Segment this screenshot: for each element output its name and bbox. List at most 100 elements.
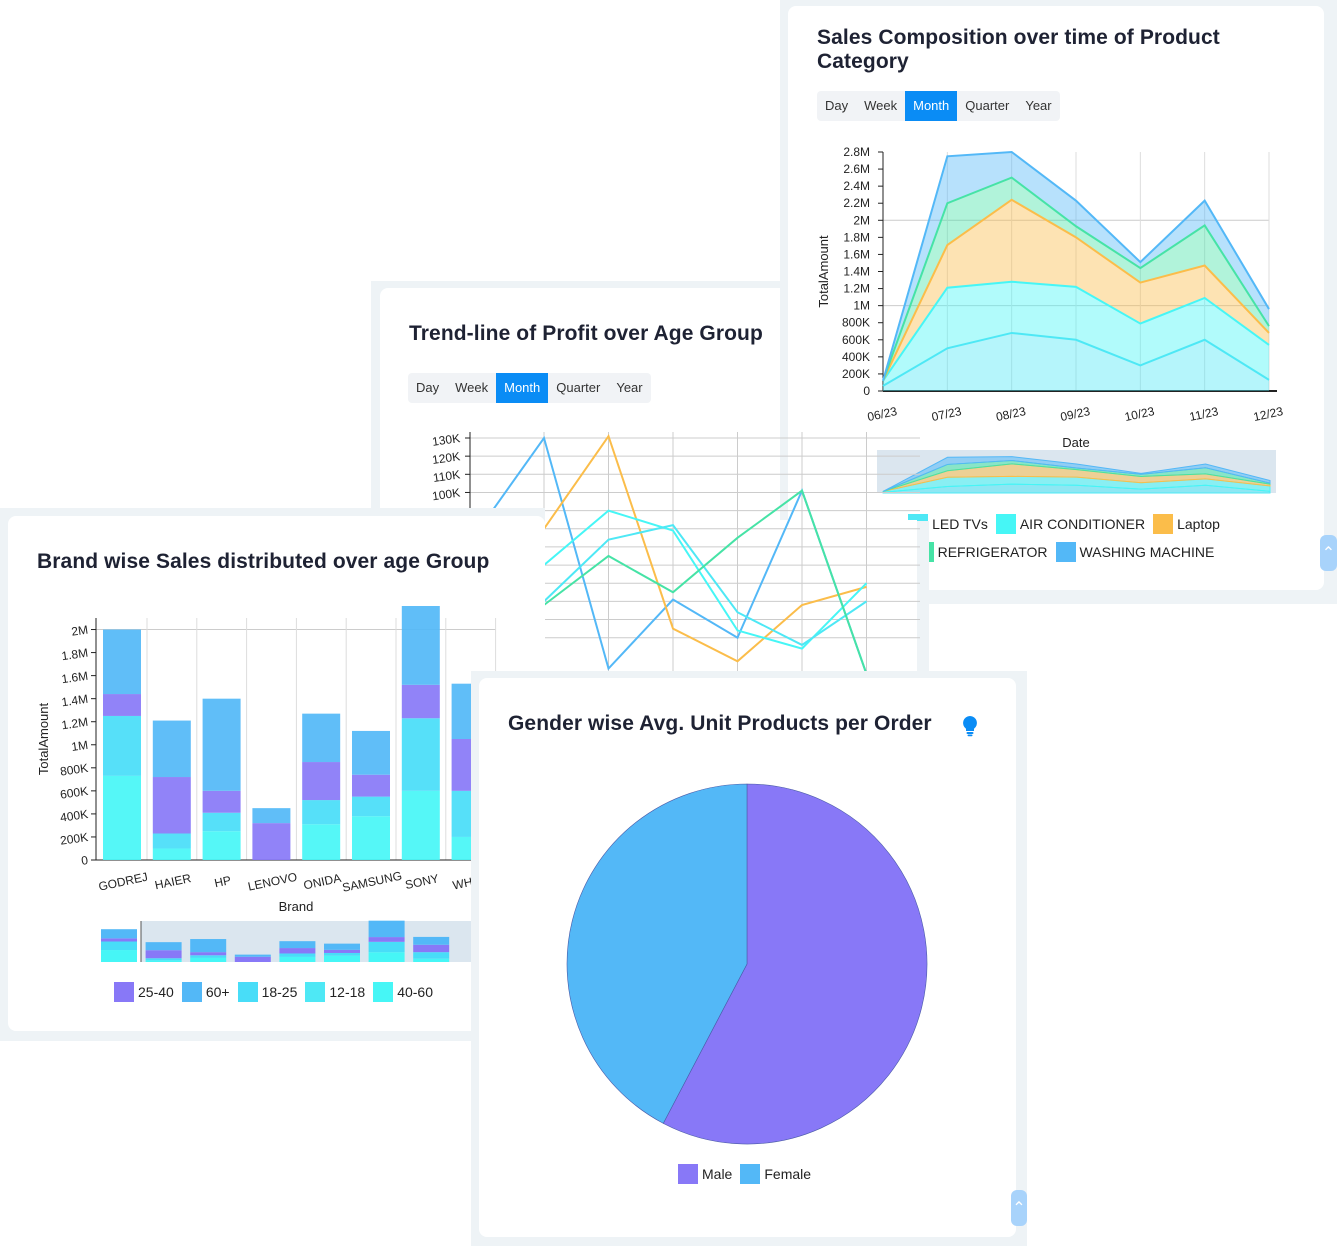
legend-item[interactable]: Female [740, 1164, 811, 1184]
brand-sales-legend: 25-40 60+ 18-25 12-18 40-60 [114, 982, 534, 1010]
navigator-bar [101, 938, 137, 942]
bar-segment [352, 816, 390, 860]
bar-segment [302, 713, 341, 763]
bar-segment [103, 715, 141, 776]
legend-swatch [305, 982, 326, 1002]
x-tick-label: ONIDA [302, 871, 342, 893]
y-tick-label: 400K [842, 350, 870, 364]
pie-slice [662, 783, 928, 1145]
navigator-bar [145, 950, 182, 959]
navigator-bar [145, 958, 182, 961]
bar-segment [103, 775, 141, 860]
bar-segment [401, 790, 440, 860]
legend-label: 40-60 [397, 984, 433, 1000]
series-line [882, 150, 1270, 382]
scroll-top-button[interactable]: ⌃ [1011, 1190, 1027, 1226]
navigator-bar [324, 952, 360, 956]
navigator-bar [368, 937, 405, 942]
navigator-bar [324, 943, 360, 950]
legend-item[interactable]: REFRIGERATOR [913, 542, 1048, 562]
tab-day[interactable]: Day [825, 98, 849, 113]
navigator-bar [279, 941, 316, 949]
bar-segment [252, 823, 291, 860]
y-tick-label: 1.8M [843, 230, 870, 244]
scroll-top-button[interactable]: ⌃ [1320, 535, 1337, 571]
y-tick-label: 1M [71, 738, 89, 754]
legend-item[interactable]: WASHING MACHINE [1055, 542, 1215, 562]
x-tick-label: 07/23 [930, 404, 963, 424]
y-tick-label: 600K [842, 333, 870, 347]
x-axis-label: Date [1062, 435, 1089, 450]
legend-label: Male [702, 1166, 733, 1182]
x-tick-label: SAMSUNG [341, 869, 403, 895]
legend-item[interactable]: 60+ [181, 982, 230, 1002]
tab-year[interactable]: Year [616, 380, 643, 395]
tab-quarter[interactable]: Quarter [556, 380, 601, 395]
tab-week[interactable]: Week [864, 98, 898, 113]
trend-profit-tabs: Day Week Month Quarter Year [408, 373, 651, 403]
tab-day[interactable]: Day [416, 380, 440, 395]
bar-segment [252, 808, 291, 824]
series-line [882, 280, 1270, 382]
legend-item[interactable]: 18-25 [237, 982, 298, 1002]
gender-pie-chart [566, 783, 928, 1145]
tab-week[interactable]: Week [455, 380, 489, 395]
trend-profit-card [380, 288, 780, 521]
tab-month[interactable]: Month [905, 91, 958, 121]
brand-sales-card: Brand wise Sales distributed over age Gr… [8, 516, 545, 1031]
navigator-area [882, 456, 1271, 492]
navigator-bar [413, 944, 450, 953]
legend-item[interactable]: Male [678, 1164, 732, 1184]
legend-label: REFRIGERATOR [937, 544, 1048, 560]
tab-quarter[interactable]: Quarter [965, 98, 1010, 113]
legend-label: Female [764, 1166, 812, 1182]
legend-item[interactable]: AIR CONDITIONER [995, 514, 1146, 534]
bar-segment [103, 629, 141, 695]
x-tick-label: LENOVO [247, 870, 299, 894]
lightbulb-icon[interactable] [961, 715, 979, 737]
legend-label: 12-18 [329, 984, 366, 1000]
y-tick-label: 2.6M [843, 162, 870, 176]
legend-item[interactable]: 12-18 [305, 982, 365, 1002]
series-area [883, 199, 1269, 381]
bar-segment [352, 774, 390, 797]
navigator-bar [368, 920, 405, 938]
navigator-bar [413, 952, 450, 959]
brand-sales-title: Brand wise Sales distributed over age Gr… [37, 550, 490, 573]
brand-sales-chart: 0 200K 400K 600K 800K 1M 1.2M 1.4M 1.6M 1.8M 2M GOD… [36, 606, 508, 962]
navigator-bar [145, 942, 182, 951]
navigator-bar [368, 941, 405, 953]
legend-swatch [181, 982, 202, 1002]
bar-segment [401, 718, 440, 791]
navigator-bar [413, 936, 450, 945]
y-tick-label: 120K [431, 449, 461, 467]
navigator-bar [234, 954, 271, 957]
tab-year[interactable]: Year [1025, 98, 1052, 113]
legend-item[interactable]: Laptop [1153, 514, 1220, 534]
legend-swatch [678, 1164, 698, 1184]
legend-item[interactable]: 40-60 [373, 982, 433, 1002]
tab-month[interactable]: Month [496, 373, 549, 403]
legend-item[interactable]: 25-40 [114, 982, 174, 1002]
bar-segment [302, 824, 341, 860]
bar-segment [202, 812, 241, 832]
legend-label: AIR CONDITIONER [1019, 516, 1146, 532]
navigator-bar [234, 956, 271, 962]
y-tick-label: 200K [59, 830, 89, 848]
legend-label: WASHING MACHINE [1079, 544, 1215, 560]
legend-label: 18-25 [261, 984, 298, 1000]
x-tick-label: 06/23 [866, 404, 899, 424]
y-tick-label: 200K [842, 367, 870, 381]
x-tick-label: GODREJ [97, 870, 149, 894]
y-tick-label: 1.6M [843, 247, 870, 261]
legend-swatch [740, 1164, 761, 1184]
navigator-bar [324, 955, 360, 962]
y-tick-label: 2.8M [843, 145, 870, 159]
navigator-bar [324, 949, 360, 953]
y-tick-label: 130K [431, 431, 461, 449]
navigator-bar [368, 952, 405, 962]
y-axis-label: TotalAmount [816, 235, 831, 308]
navigator-bar [145, 960, 182, 962]
sales-composition-title: Sales Composition over time of Product C… [817, 26, 1220, 73]
y-tick-label: 0 [80, 853, 89, 868]
